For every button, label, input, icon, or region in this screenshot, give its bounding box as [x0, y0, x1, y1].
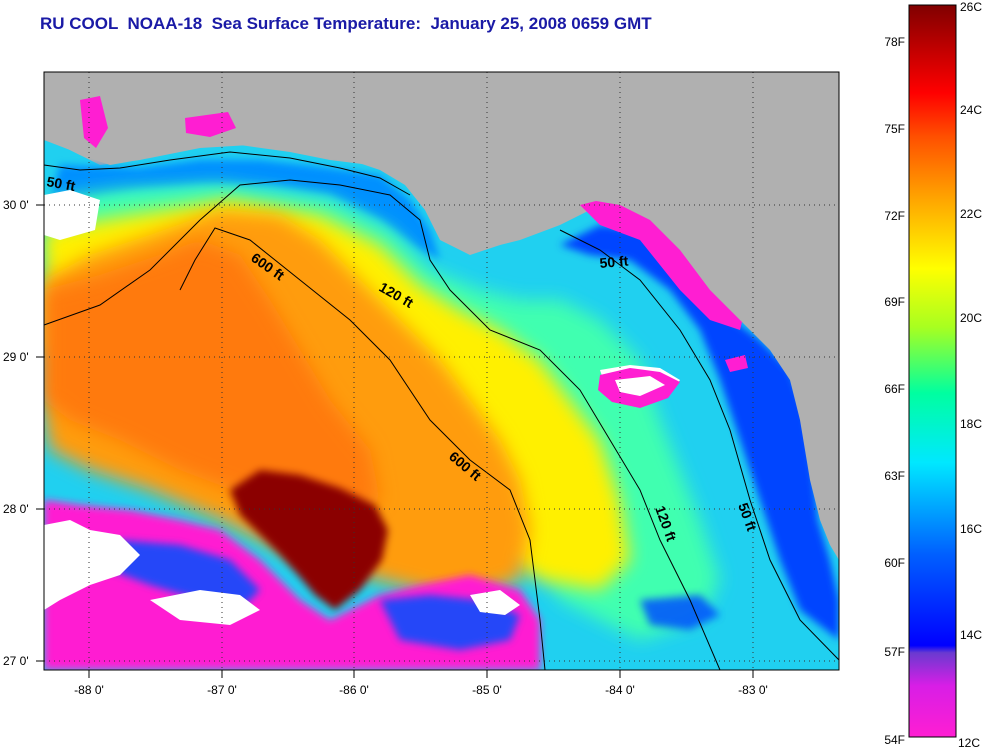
cb-f-54: 54F	[884, 733, 905, 747]
warm-core-red	[230, 470, 388, 610]
cb-f-72: 72F	[884, 209, 905, 223]
cb-c-20: 20C	[960, 311, 982, 325]
colorbar-f-labels: 78F 75F 72F 69F 66F 63F 60F 57F 54F	[884, 35, 905, 747]
cb-f-75: 75F	[884, 122, 905, 136]
cb-f-66: 66F	[884, 382, 905, 396]
contour-50ft-north	[43, 151, 411, 196]
cloud-in-eddy	[615, 376, 665, 396]
cb-c-16: 16C	[960, 522, 982, 536]
depth-contours	[43, 151, 840, 671]
lat-label-28: 28 0'	[3, 502, 29, 516]
coastal-magenta	[78, 80, 748, 372]
contour-label-50ft-nw: 50 ft	[45, 173, 76, 194]
colorbar-gradient	[908, 4, 957, 738]
cb-c-14: 14C	[960, 628, 982, 642]
cb-f-60: 60F	[884, 556, 905, 570]
axis-ticks	[36, 204, 754, 678]
contour-600ft	[179, 227, 546, 671]
bay-magenta	[80, 96, 236, 148]
cb-c-24: 24C	[960, 103, 982, 117]
lon-label-83: -83 0'	[738, 683, 768, 697]
contour-label-50ft-e: 50 ft	[599, 253, 629, 271]
contour-50ft-east	[559, 229, 840, 661]
cb-c-18: 18C	[960, 417, 982, 431]
lat-label-30: 30 0'	[3, 198, 29, 212]
cb-f-69: 69F	[884, 295, 905, 309]
land-coastline	[44, 72, 839, 560]
lat-label-29: 29 0'	[3, 350, 29, 364]
lat-label-27: 27 0'	[3, 654, 29, 668]
lon-label-86: -86 0'	[339, 683, 369, 697]
lon-label-84: -84 0'	[605, 683, 635, 697]
warm-core-orange	[44, 240, 380, 520]
lon-label-88: -88 0'	[74, 683, 104, 697]
cb-c-12: 12C	[958, 736, 980, 750]
lon-label-87: -87 0'	[207, 683, 237, 697]
cb-f-57: 57F	[884, 645, 905, 659]
map-frame	[43, 71, 840, 671]
colorbar-c-labels: 26C 24C 22C 20C 18C 16C 14C 12C	[958, 0, 982, 750]
contour-120ft	[43, 179, 721, 671]
lon-label-85: -85 0'	[472, 683, 502, 697]
map-title: RU COOL NOAA-18 Sea Surface Temperature:…	[40, 14, 652, 33]
cb-f-63: 63F	[884, 469, 905, 483]
cb-c-22: 22C	[960, 207, 982, 221]
cb-f-78: 78F	[884, 35, 905, 49]
cb-c-26: 26C	[960, 0, 982, 14]
